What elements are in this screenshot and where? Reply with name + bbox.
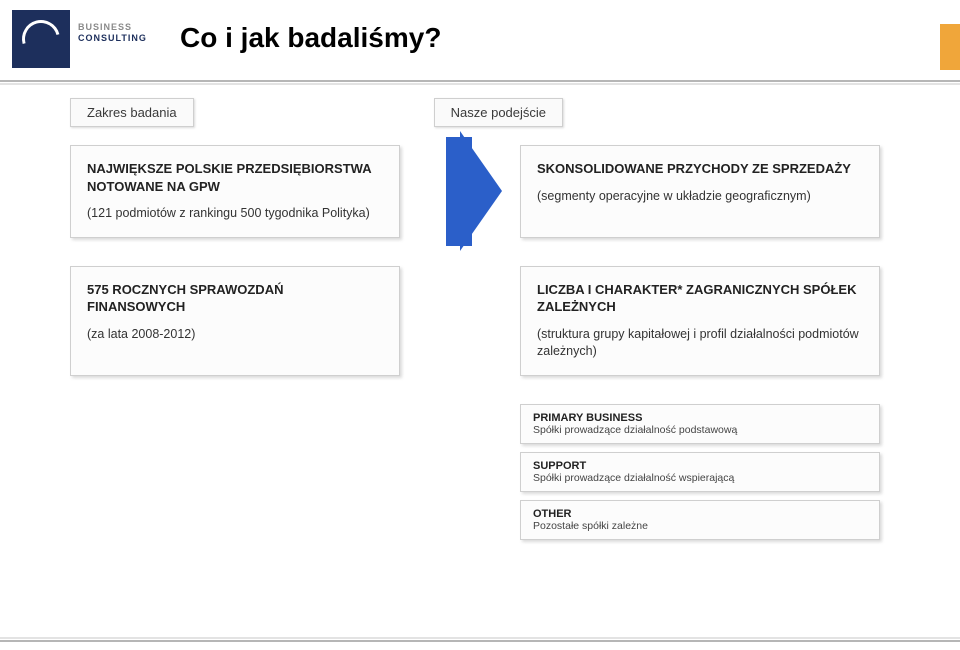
legend-stack: PRIMARY BUSINESS Spółki prowadzące dział… <box>520 404 880 540</box>
row2-left-sub: (za lata 2008-2012) <box>87 326 383 344</box>
row-2: 575 ROCZNYCH SPRAWOZDAŃ FINANSOWYCH (za … <box>70 266 900 376</box>
row2-right-heading: LICZBA I CHARAKTER* ZAGRANICZNYCH SPÓŁEK… <box>537 281 863 316</box>
header-left: Zakres badania <box>70 98 194 127</box>
logo-line1: BUSINESS <box>78 22 147 33</box>
slide: BUSINESS CONSULTING Co i jak badaliśmy? … <box>0 0 960 650</box>
row2-right-sub: (struktura grupy kapitałowej i profil dz… <box>537 326 863 361</box>
accent-bar <box>940 24 960 70</box>
row1-left-sub: (121 podmiotów z rankingu 500 tygodnika … <box>87 205 383 223</box>
logo-line2: CONSULTING <box>78 33 147 44</box>
page-title: Co i jak badaliśmy? <box>180 22 441 54</box>
column-headers: Zakres badania Nasze podejście <box>70 98 900 127</box>
row2-left-heading: 575 ROCZNYCH SPRAWOZDAŃ FINANSOWYCH <box>87 281 383 316</box>
row2-right-box: LICZBA I CHARAKTER* ZAGRANICZNYCH SPÓŁEK… <box>520 266 880 376</box>
legend-support: SUPPORT Spółki prowadzące działalność ws… <box>520 452 880 492</box>
row1-right-heading: SKONSOLIDOWANE PRZYCHODY ZE SPRZEDAŻY <box>537 160 863 178</box>
row2-spacer <box>400 266 520 376</box>
arrow-head-icon <box>460 131 502 251</box>
row-1: NAJWIĘKSZE POLSKIE PRZEDSIĘBIORSTWA NOTO… <box>70 145 900 238</box>
row1-left-heading: NAJWIĘKSZE POLSKIE PRZEDSIĘBIORSTWA NOTO… <box>87 160 383 195</box>
legend-primary-title: PRIMARY BUSINESS <box>533 412 867 424</box>
legend-other: OTHER Pozostałe spółki zależne <box>520 500 880 540</box>
legend-primary-sub: Spółki prowadzące działalność podstawową <box>533 424 867 436</box>
content-area: Zakres badania Nasze podejście NAJWIĘKSZ… <box>70 98 900 548</box>
logo-text: BUSINESS CONSULTING <box>78 22 147 44</box>
legend-support-title: SUPPORT <box>533 460 867 472</box>
row1-left-box: NAJWIĘKSZE POLSKIE PRZEDSIĘBIORSTWA NOTO… <box>70 145 400 238</box>
row1-right-box: SKONSOLIDOWANE PRZYCHODY ZE SPRZEDAŻY (s… <box>520 145 880 238</box>
legend-other-title: OTHER <box>533 508 867 520</box>
row1-right-sub: (segmenty operacyjne w układzie geografi… <box>537 188 863 206</box>
divider-bottom <box>0 640 960 642</box>
logo-square <box>12 10 70 68</box>
arrow <box>400 145 520 238</box>
header-right: Nasze podejście <box>434 98 563 127</box>
divider-top <box>0 80 960 82</box>
row2-left-box: 575 ROCZNYCH SPRAWOZDAŃ FINANSOWYCH (za … <box>70 266 400 376</box>
legend-other-sub: Pozostałe spółki zależne <box>533 520 867 532</box>
legend-primary: PRIMARY BUSINESS Spółki prowadzące dział… <box>520 404 880 444</box>
logo-swoosh-icon <box>15 13 67 65</box>
legend-support-sub: Spółki prowadzące działalność wspierając… <box>533 472 867 484</box>
